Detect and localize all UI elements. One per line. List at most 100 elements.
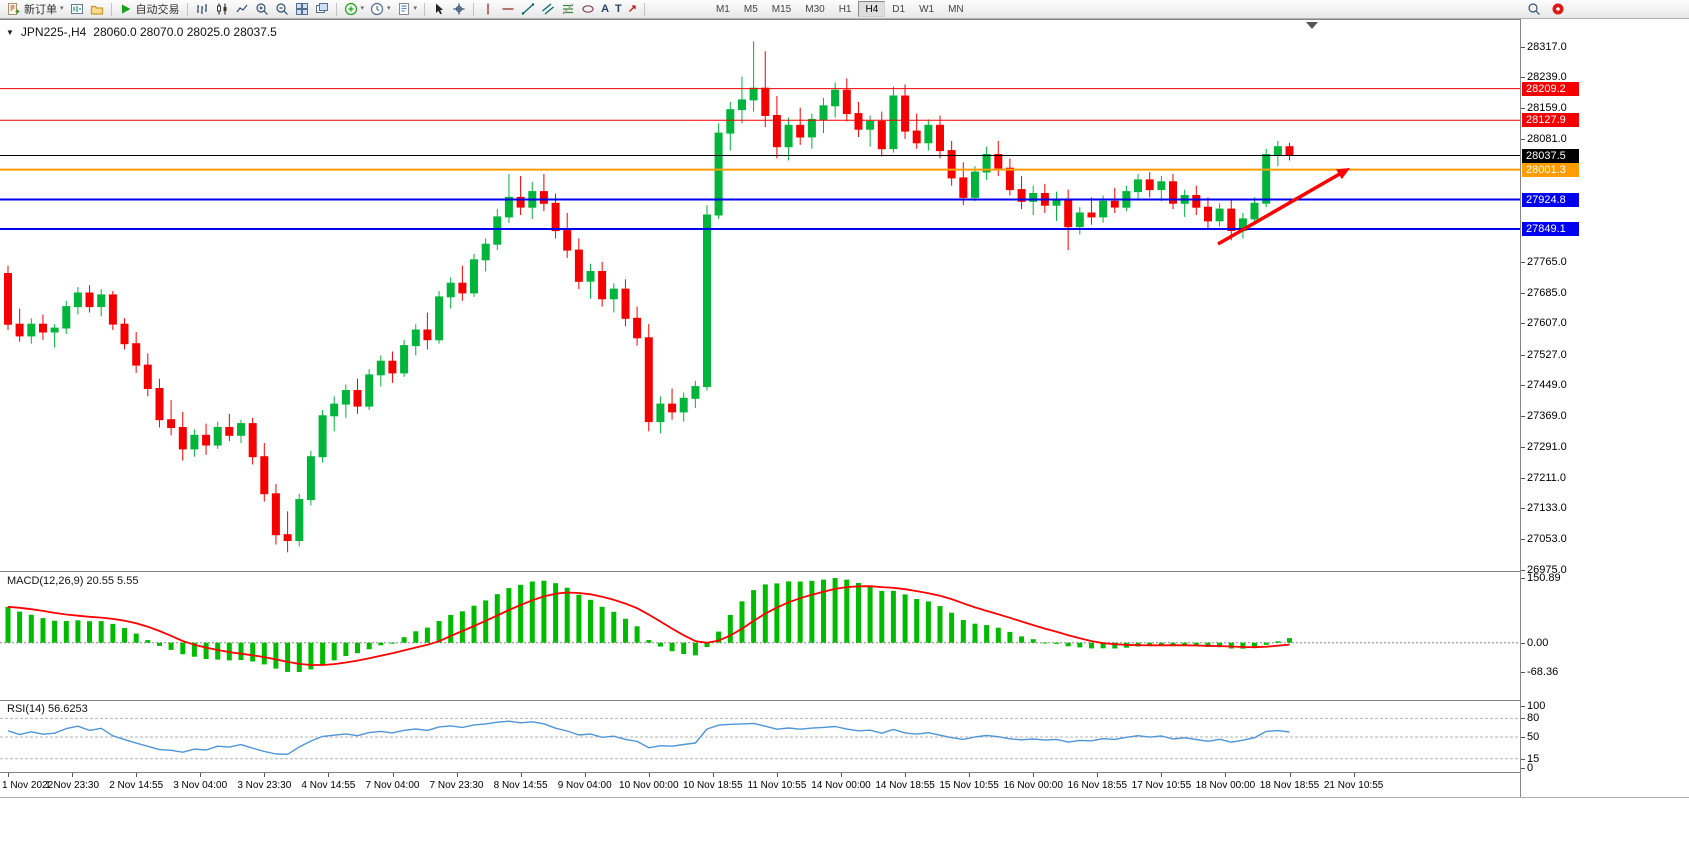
candle-body bbox=[726, 109, 735, 134]
chart-shift-marker bbox=[1306, 22, 1318, 29]
ellipse-button[interactable] bbox=[578, 1, 598, 18]
zoom-out-button[interactable] bbox=[272, 1, 292, 18]
autotrading-button[interactable]: 自动交易 bbox=[116, 1, 183, 18]
macd-histogram-bar bbox=[599, 606, 605, 643]
candle bbox=[633, 306, 642, 346]
candle bbox=[132, 332, 141, 373]
candle bbox=[1017, 176, 1026, 210]
macd-histogram-bar bbox=[308, 642, 314, 670]
candle-body bbox=[644, 337, 653, 423]
macd-histogram-bar bbox=[844, 579, 850, 643]
rsi-pane[interactable] bbox=[0, 701, 1520, 772]
line-chart-button[interactable] bbox=[232, 1, 252, 18]
pane-separator[interactable] bbox=[0, 700, 1689, 701]
indicators-button[interactable]: ▾ bbox=[341, 1, 368, 18]
timeframe-button-M5[interactable]: M5 bbox=[743, 4, 758, 15]
candle-body bbox=[39, 323, 47, 333]
macd-histogram-bar bbox=[285, 642, 291, 672]
time-tick bbox=[1225, 773, 1227, 777]
bar-chart-button[interactable] bbox=[192, 1, 212, 18]
candle-body bbox=[586, 271, 595, 282]
candle-body bbox=[1064, 198, 1073, 228]
text-label-button[interactable]: T bbox=[612, 1, 625, 18]
time-tick bbox=[392, 773, 394, 777]
timeframe-button-W1[interactable]: W1 bbox=[919, 4, 935, 15]
cascade-windows-button[interactable] bbox=[312, 1, 332, 18]
profiles-button[interactable] bbox=[87, 1, 107, 18]
macd-histogram-bar bbox=[646, 640, 652, 643]
candle-body bbox=[423, 329, 432, 341]
horizontal-line-button[interactable] bbox=[498, 1, 518, 18]
candle bbox=[772, 96, 781, 159]
candle bbox=[353, 378, 362, 414]
pane-separator[interactable] bbox=[0, 571, 1689, 572]
new-order-button[interactable]: 新订单 ▾ bbox=[4, 1, 67, 18]
cursor-button[interactable] bbox=[429, 1, 449, 18]
candle bbox=[400, 339, 409, 377]
macd-histogram-bar bbox=[1217, 642, 1223, 648]
candle-body bbox=[912, 130, 921, 144]
macd-histogram-bar bbox=[856, 583, 861, 643]
price-axis[interactable]: 28317.0 28239.0 28159.0 28081.0 27765.0 27685… bbox=[1520, 19, 1689, 797]
timeframe-button-M15[interactable]: M15 bbox=[771, 4, 792, 15]
vertical-line-button[interactable] bbox=[478, 1, 498, 18]
tile-windows-button[interactable] bbox=[292, 1, 312, 18]
trendline-button[interactable] bbox=[518, 1, 538, 18]
templates-button[interactable]: ▾ bbox=[394, 1, 421, 18]
macd-histogram-bar bbox=[413, 631, 419, 643]
candle bbox=[1215, 203, 1224, 227]
timeframe-button-M1[interactable]: M1 bbox=[715, 4, 730, 15]
macd-histogram-bar bbox=[704, 642, 710, 648]
crosshair-button[interactable] bbox=[449, 1, 469, 18]
time-axis[interactable]: 1 Nov 2022 1 Nov 23:30 2 Nov 14:55 3 Nov 04… bbox=[0, 773, 1520, 797]
charts-icon bbox=[70, 4, 83, 14]
candle bbox=[831, 82, 840, 118]
candle-body bbox=[539, 191, 548, 204]
zoom-in-button[interactable] bbox=[252, 1, 272, 18]
time-tick bbox=[712, 773, 714, 777]
candle-body bbox=[598, 271, 607, 300]
timeframe-button-MN[interactable]: MN bbox=[948, 4, 964, 15]
timeframe-button-H4[interactable]: H4 bbox=[858, 1, 886, 17]
macd-indicator-label: MACD(12,26,9) 20.55 5.55 bbox=[7, 575, 139, 587]
macd-histogram-bar bbox=[424, 627, 430, 643]
candle bbox=[656, 396, 665, 434]
pane-separator[interactable] bbox=[0, 772, 1689, 773]
candle-body bbox=[376, 360, 385, 376]
timeframe-button-H1[interactable]: H1 bbox=[838, 4, 852, 15]
text-button[interactable]: A bbox=[598, 1, 612, 18]
collapse-triangle-icon[interactable]: ▼ bbox=[6, 27, 14, 37]
time-tick-label: 11 Nov 10:55 bbox=[747, 780, 807, 791]
timeframe-button-M30[interactable]: M30 bbox=[805, 4, 825, 15]
candle-body bbox=[97, 294, 106, 308]
candle-body bbox=[481, 243, 490, 261]
timeframe-button-D1[interactable]: D1 bbox=[892, 4, 906, 15]
candle-body bbox=[1250, 202, 1259, 220]
price-tick-label: 28081.0 bbox=[1521, 132, 1567, 145]
candle-body bbox=[656, 403, 665, 423]
macd-histogram-bar bbox=[867, 585, 873, 643]
price-badge: 27924.8 bbox=[1522, 192, 1579, 207]
charts-button[interactable] bbox=[67, 1, 87, 18]
search-icon[interactable] bbox=[1527, 2, 1541, 16]
candle bbox=[213, 421, 222, 449]
macd-histogram-bar bbox=[157, 642, 162, 646]
community-alert-icon[interactable] bbox=[1551, 2, 1565, 16]
candle bbox=[481, 238, 490, 272]
fibonacci-button[interactable] bbox=[558, 1, 578, 18]
equidistant-channel-button[interactable] bbox=[538, 1, 558, 18]
candle-body bbox=[971, 171, 979, 198]
macd-pane[interactable] bbox=[0, 572, 1520, 700]
periods-button[interactable]: ▾ bbox=[367, 1, 394, 18]
candlestick-chart-button[interactable] bbox=[212, 1, 232, 18]
trend-arrow-annotation[interactable] bbox=[1217, 168, 1350, 246]
candle-body bbox=[516, 196, 525, 208]
time-tick-label: 10 Nov 18:55 bbox=[683, 780, 743, 791]
time-tick-label: 9 Nov 04:00 bbox=[557, 780, 612, 791]
candle-body bbox=[866, 120, 875, 130]
time-tick bbox=[1161, 773, 1163, 777]
main-price-pane[interactable] bbox=[0, 20, 1520, 571]
arrow-stamps-button[interactable]: ↗ bbox=[625, 1, 640, 18]
macd-histogram-bar bbox=[623, 618, 628, 643]
candle-body bbox=[155, 388, 164, 421]
